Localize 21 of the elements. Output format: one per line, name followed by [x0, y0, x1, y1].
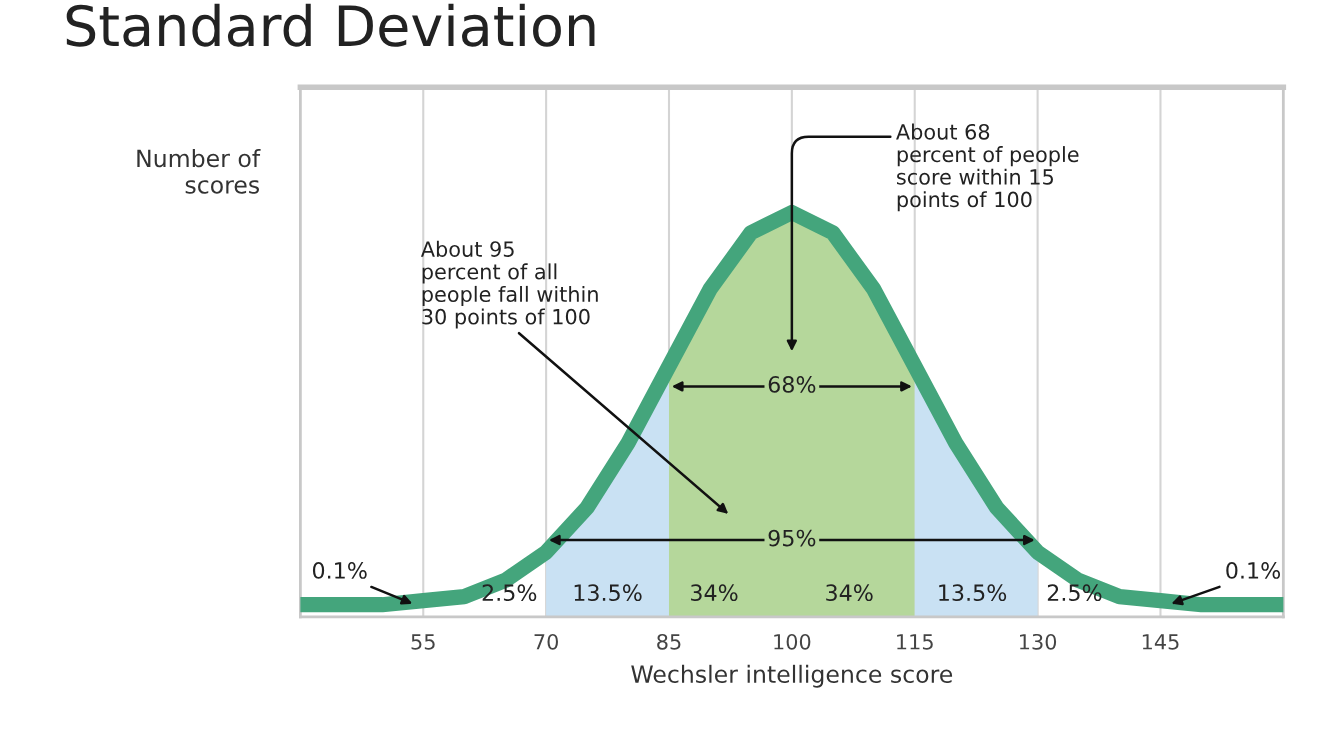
- annotation: 68%: [768, 376, 816, 393]
- annotation: 34%: [826, 584, 873, 602]
- x-tick-label: 100: [774, 633, 811, 650]
- annotation: 95%: [768, 529, 816, 547]
- x-axis-title: Wechsler intelligence score: [631, 664, 953, 688]
- text: About 68 percent of people score within 15 points of 100: [896, 123, 1079, 212]
- x-tick-label: 130: [1020, 633, 1057, 650]
- annotation: 13.5%: [574, 584, 642, 602]
- x-tick-label: 70: [534, 633, 558, 650]
- x-tick-label: 55: [411, 634, 435, 650]
- annotation: 0.1%: [312, 562, 367, 579]
- chart-title: Standard Deviation: [66, 3, 595, 47]
- annotation: 0.1%: [1226, 562, 1281, 579]
- annotation: About 95 percent of all people fall within 30 points of 100: [420, 240, 598, 329]
- annotation: 13.5%: [939, 584, 1007, 602]
- annotation: 2.5%: [482, 584, 537, 602]
- x-tick-label: 85: [657, 633, 681, 650]
- annotation: 34%: [691, 584, 738, 602]
- x-tick-label: 115: [897, 634, 933, 650]
- x-tick-label: 145: [1142, 634, 1179, 650]
- y-axis-title: Number of scores: [137, 149, 261, 194]
